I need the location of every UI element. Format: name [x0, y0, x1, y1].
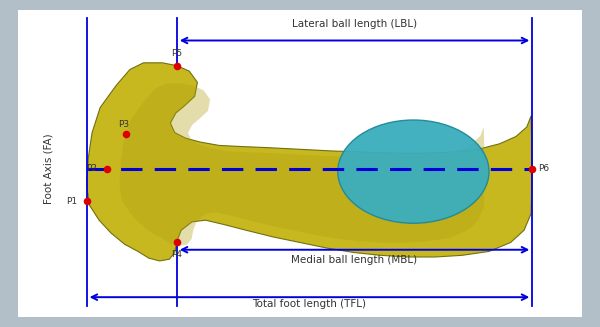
Point	[82, 198, 92, 204]
Point	[527, 166, 537, 171]
Text: P4: P4	[172, 250, 182, 259]
Text: P6: P6	[539, 164, 550, 173]
Ellipse shape	[338, 120, 489, 223]
Point	[121, 132, 131, 137]
Point	[172, 240, 182, 245]
Polygon shape	[119, 83, 485, 246]
Polygon shape	[87, 63, 532, 261]
Text: P2: P2	[86, 164, 97, 173]
Text: P3: P3	[118, 120, 129, 129]
Text: P1: P1	[66, 197, 77, 206]
Text: Lateral ball length (LBL): Lateral ball length (LBL)	[292, 19, 417, 29]
Text: Total foot length (TFL): Total foot length (TFL)	[253, 300, 367, 309]
Point	[102, 166, 112, 171]
Point	[172, 63, 182, 68]
Text: P5: P5	[172, 49, 182, 58]
Text: Medial ball length (MBL): Medial ball length (MBL)	[292, 255, 418, 265]
Text: Foot Axis (FA): Foot Axis (FA)	[44, 133, 54, 204]
